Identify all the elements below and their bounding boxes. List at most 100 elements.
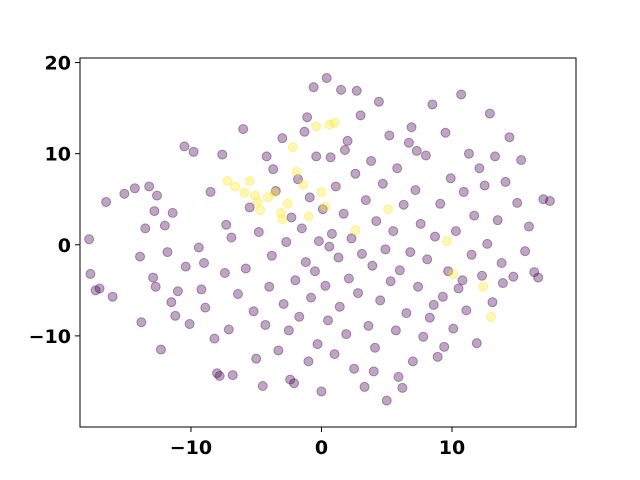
data-point — [410, 185, 421, 196]
data-point — [487, 297, 498, 308]
data-point — [363, 320, 374, 331]
data-point — [172, 286, 183, 297]
data-point — [94, 283, 105, 294]
x-tick-label: 0 — [315, 437, 328, 459]
data-point — [291, 166, 302, 177]
data-point — [255, 205, 266, 216]
data-point — [282, 198, 293, 209]
data-point — [474, 163, 485, 174]
data-point — [479, 180, 490, 191]
data-point — [440, 127, 451, 138]
data-point — [342, 135, 353, 146]
data-point — [504, 132, 515, 143]
data-point — [458, 186, 469, 197]
data-point — [144, 181, 155, 192]
data-point — [304, 192, 315, 203]
data-point — [167, 207, 178, 218]
data-point — [212, 368, 223, 379]
data-point — [461, 305, 472, 316]
data-point — [296, 223, 307, 234]
data-point — [500, 176, 511, 187]
data-point — [320, 201, 331, 212]
y-axis: −10 0 10 20 — [29, 53, 80, 348]
data-point — [232, 288, 243, 299]
data-point — [152, 190, 163, 201]
x-tick-label: −10 — [170, 437, 212, 459]
data-point — [316, 386, 327, 397]
data-point — [341, 329, 352, 340]
data-point — [355, 110, 366, 121]
data-point — [397, 382, 408, 393]
data-point — [371, 216, 382, 227]
data-point — [266, 250, 277, 261]
data-point — [244, 176, 255, 186]
data-point — [268, 164, 279, 175]
data-point — [407, 356, 418, 367]
data-point — [303, 356, 314, 367]
data-point — [294, 311, 305, 322]
data-point — [456, 89, 467, 100]
data-point — [278, 299, 289, 309]
data-point — [377, 178, 388, 189]
data-point — [359, 381, 370, 392]
data-point — [383, 204, 394, 215]
data-point — [482, 238, 493, 249]
data-point — [384, 130, 395, 141]
data-point — [393, 371, 404, 382]
data-point — [269, 187, 280, 198]
data-point — [398, 199, 409, 210]
data-point — [308, 82, 319, 93]
data-point — [179, 141, 190, 152]
data-point — [411, 145, 422, 156]
data-point — [529, 267, 540, 278]
data-point — [329, 349, 340, 360]
data-point — [140, 223, 151, 234]
data-point — [336, 84, 347, 95]
data-point — [441, 236, 452, 247]
plot-background — [80, 58, 576, 427]
data-point — [466, 249, 477, 260]
data-point — [484, 108, 495, 119]
data-point — [316, 186, 327, 197]
data-point — [324, 241, 335, 252]
data-point — [320, 280, 331, 291]
data-point — [129, 183, 140, 194]
data-point — [533, 272, 544, 283]
data-point — [281, 237, 292, 248]
data-point — [385, 276, 396, 287]
data-point — [180, 261, 191, 272]
data-point — [85, 268, 96, 279]
data-point — [222, 176, 233, 186]
data-point — [380, 244, 391, 255]
data-point — [428, 299, 439, 310]
data-point — [149, 206, 160, 217]
data-point — [162, 247, 173, 258]
data-point — [261, 151, 272, 162]
data-point — [238, 124, 249, 135]
data-point — [353, 288, 364, 299]
data-point — [298, 179, 309, 190]
data-point — [262, 192, 273, 203]
y-tick-label: 20 — [45, 53, 71, 75]
data-point — [346, 233, 357, 244]
data-point — [290, 275, 301, 286]
points-layer — [84, 73, 555, 406]
data-point — [230, 181, 241, 192]
data-point — [544, 196, 555, 207]
data-point — [349, 363, 360, 374]
data-point — [107, 291, 118, 302]
data-point — [285, 374, 296, 385]
data-point — [492, 215, 503, 226]
data-point — [427, 99, 438, 110]
data-point — [303, 211, 314, 222]
data-point — [226, 232, 237, 243]
data-point — [520, 246, 531, 257]
data-point — [351, 85, 362, 96]
data-point — [437, 291, 448, 302]
data-point — [448, 323, 459, 334]
data-point — [299, 126, 310, 137]
data-point — [101, 196, 112, 207]
data-point — [324, 119, 335, 130]
data-point — [244, 202, 255, 213]
